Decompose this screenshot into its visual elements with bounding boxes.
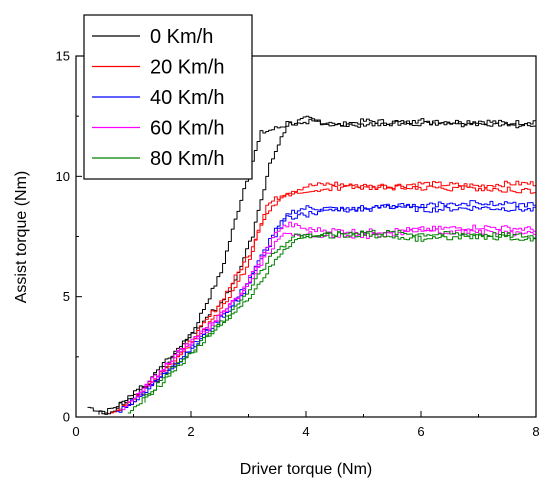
series-line-4-loading xyxy=(122,221,537,411)
y-axis-title: Assist torque (Nm) xyxy=(13,171,30,303)
legend-label: 20 Km/h xyxy=(150,57,224,79)
axis-ticks xyxy=(75,55,537,418)
series-line-2-unloading xyxy=(115,183,536,413)
x-tick-label: 0 xyxy=(72,424,79,439)
series-line-1-unloading xyxy=(98,118,536,415)
legend-label: 0 Km/h xyxy=(150,26,213,48)
series-line-5-loading xyxy=(127,229,537,414)
series-line-3-unloading xyxy=(127,200,536,408)
y-tick-label: 10 xyxy=(56,169,70,184)
legend-label: 60 Km/h xyxy=(150,118,224,140)
series-line-4-unloading xyxy=(133,228,536,401)
legend-label: 40 Km/h xyxy=(150,87,224,109)
tick-labels: 0 2 4 6 8 0 5 10 15 xyxy=(56,49,540,440)
y-tick-label: 0 xyxy=(63,410,70,425)
x-axis-title: Driver torque (Nm) xyxy=(240,461,372,478)
legend-label: 80 Km/h xyxy=(150,148,224,170)
x-tick-label: 4 xyxy=(302,424,309,439)
series-line-5-unloading xyxy=(144,231,536,403)
y-tick-label: 15 xyxy=(56,49,70,64)
plot-lines xyxy=(87,115,537,415)
legend: 0 Km/h 20 Km/h 40 Km/h 60 Km/h 80 Km/h xyxy=(83,14,253,180)
x-tick-label: 2 xyxy=(187,424,194,439)
x-tick-label: 6 xyxy=(417,424,424,439)
series-line-2-loading xyxy=(110,180,537,414)
y-tick-label: 5 xyxy=(63,289,70,304)
x-tick-label: 8 xyxy=(532,424,539,439)
